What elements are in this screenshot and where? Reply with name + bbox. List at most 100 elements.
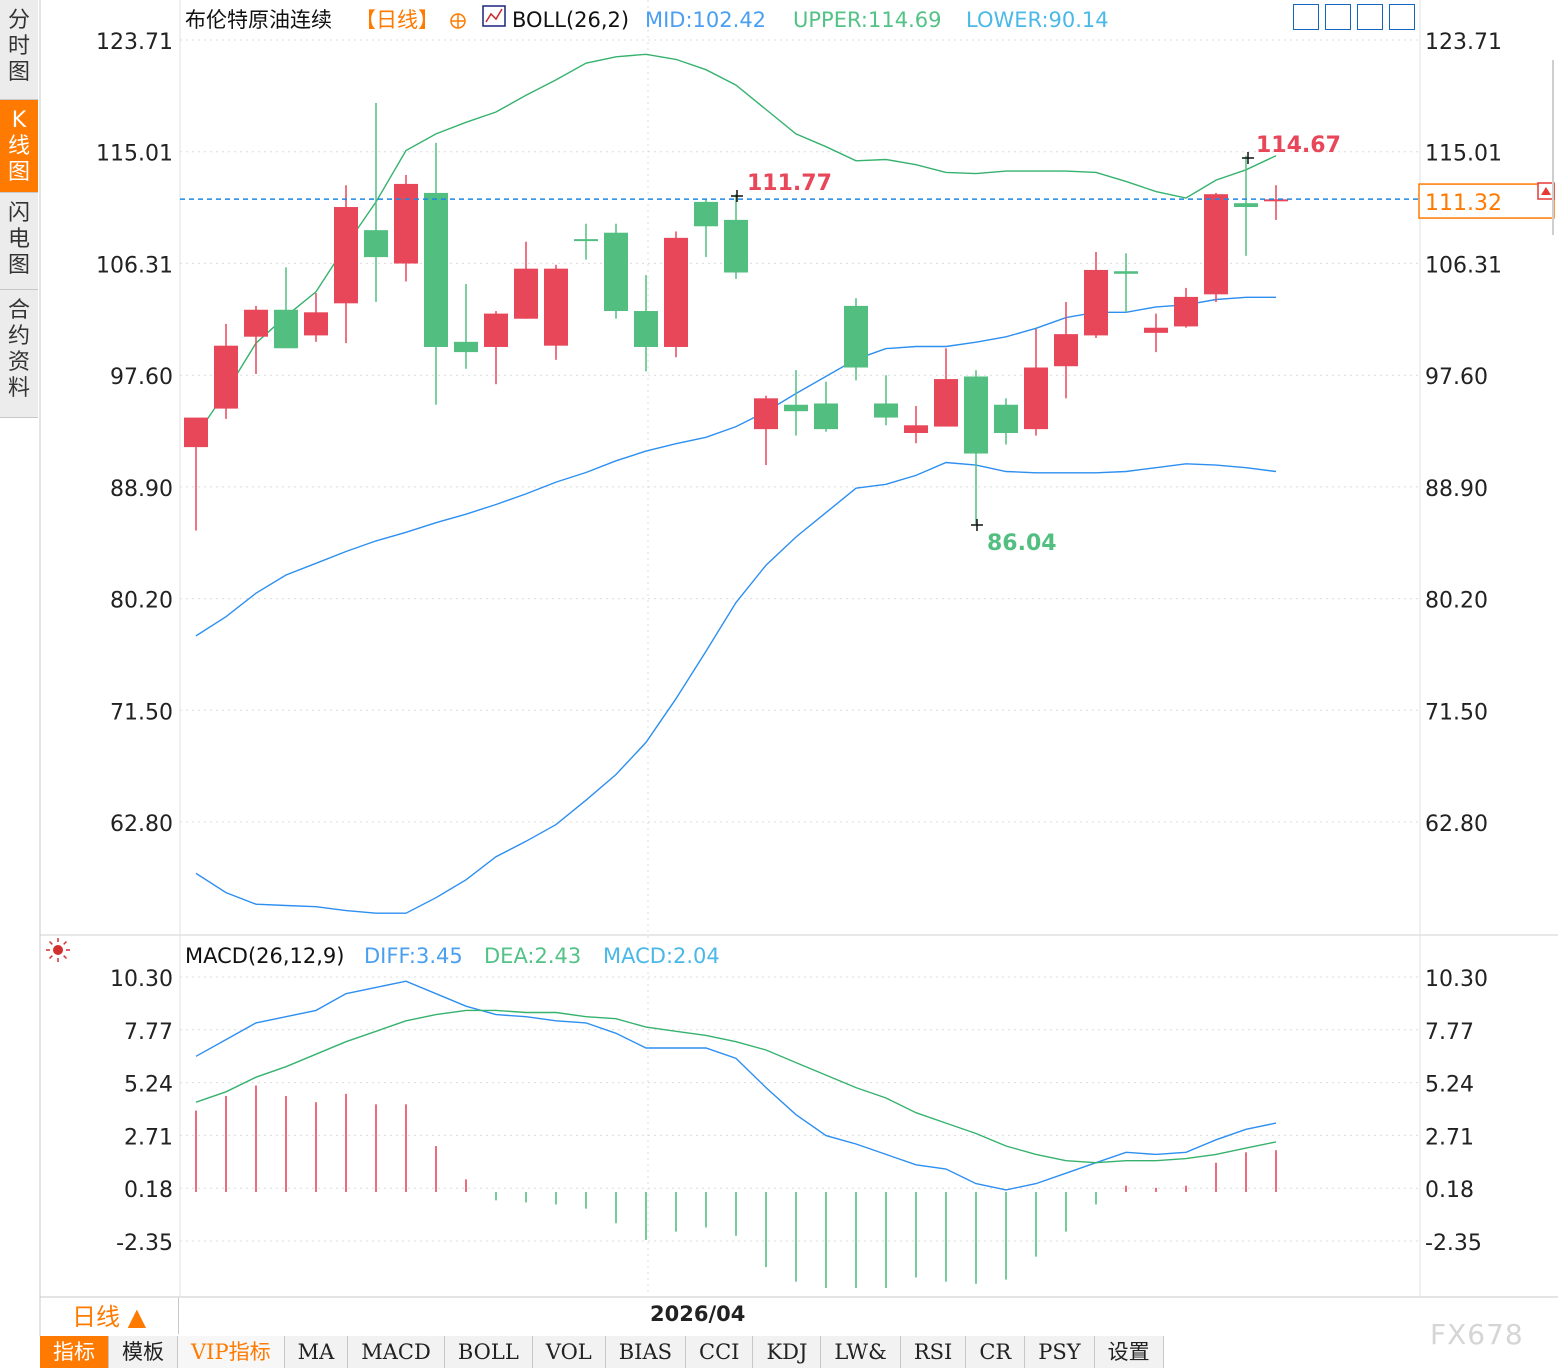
- y-tick-label-right: 123.71: [1425, 30, 1502, 55]
- x-axis-date-label: 2026/04: [650, 1302, 745, 1326]
- macd-diff-line: [195, 980, 1277, 1191]
- boll-mid-line: [195, 296, 1276, 637]
- y-tick-label-left: -2.35: [116, 1231, 173, 1256]
- indicator-tab-10[interactable]: KDJ: [753, 1336, 822, 1368]
- settings-sun-ray: [63, 940, 68, 945]
- macd-dea-value: DEA:2.43: [484, 944, 581, 968]
- y-tick-label-right: 80.20: [1425, 589, 1488, 614]
- candle-body: [244, 309, 268, 337]
- y-tick-label-left: 2.71: [124, 1125, 173, 1150]
- side-tab-char: 闪: [7, 201, 30, 226]
- candle-body: [1174, 296, 1198, 327]
- symbol-title: 布伦特原油连续: [185, 8, 332, 32]
- candle-body: [604, 232, 628, 312]
- settings-sun-ray: [48, 955, 53, 960]
- indicator-tab-13[interactable]: CR: [966, 1336, 1026, 1368]
- indicator-tab-5[interactable]: MACD: [348, 1336, 445, 1368]
- candle-body: [754, 398, 778, 430]
- candle-body: [904, 425, 928, 433]
- macd-diff-value: DIFF:3.45: [364, 944, 463, 968]
- indicator-tab-3[interactable]: VIP指标: [178, 1336, 285, 1368]
- side-tab-char: 约: [7, 324, 30, 349]
- indicator-tab-8[interactable]: BIAS: [605, 1336, 687, 1368]
- candle-body: [1234, 203, 1258, 208]
- indicator-tab-15[interactable]: 设置: [1094, 1336, 1164, 1368]
- candle-body: [214, 345, 238, 409]
- high-annotation: 111.77: [747, 171, 832, 196]
- candle-body: [1114, 271, 1138, 274]
- side-tab-char: 时: [7, 34, 30, 59]
- y-tick-label-right: 97.60: [1425, 365, 1488, 390]
- indicator-tab-11[interactable]: LW&: [821, 1336, 901, 1368]
- side-tab-char: 电: [7, 227, 30, 252]
- macd-dea-line: [195, 1009, 1277, 1164]
- indicator-tab-9[interactable]: CCI: [686, 1336, 754, 1368]
- candle-body: [664, 237, 688, 347]
- y-tick-label-right: 10.30: [1425, 967, 1488, 992]
- y-tick-label-left: 88.90: [110, 477, 173, 502]
- candle-body: [814, 403, 838, 430]
- side-tab-4[interactable]: 合约资料: [0, 290, 38, 418]
- y-tick-label-left: 71.50: [110, 700, 173, 725]
- y-tick-label-left: 7.77: [124, 1020, 173, 1045]
- side-tab-char: 图: [7, 253, 30, 278]
- y-tick-label-left: 123.71: [96, 30, 173, 55]
- candle-body: [964, 376, 988, 454]
- settings-sun-ray: [48, 940, 53, 945]
- y-tick-label-right: 88.90: [1425, 477, 1488, 502]
- side-tab-char: 图: [7, 160, 30, 185]
- move-left-icon[interactable]: [1357, 4, 1383, 30]
- side-tab-1[interactable]: 分时图: [0, 0, 38, 100]
- macd-label: MACD(26,12,9): [185, 944, 345, 968]
- zoom-out-icon[interactable]: [1325, 4, 1351, 30]
- watermark: FX678: [1430, 1318, 1524, 1351]
- indicator-tab-14[interactable]: PSY: [1025, 1336, 1095, 1368]
- candle-body: [874, 403, 898, 418]
- y-tick-label-left: 97.60: [110, 365, 173, 390]
- indicator-tab-7[interactable]: VOL: [532, 1336, 606, 1368]
- indicator-tab-6[interactable]: BOLL: [444, 1336, 533, 1368]
- candle-body: [1054, 334, 1078, 367]
- zoom-in-icon[interactable]: [1293, 4, 1319, 30]
- y-tick-label-left: 10.30: [110, 967, 173, 992]
- y-tick-label-right: 106.31: [1425, 253, 1502, 278]
- side-tab-char: 资: [7, 350, 30, 375]
- candle-body: [544, 268, 568, 346]
- settings-sun-icon: [53, 945, 63, 955]
- side-tab-char: 分: [7, 8, 30, 33]
- indicator-tab-4[interactable]: MA: [284, 1336, 349, 1368]
- y-tick-label-left: 0.18: [124, 1178, 173, 1203]
- candle-body: [304, 312, 328, 336]
- period-select-button[interactable]: 日线 ▲: [40, 1298, 179, 1334]
- scroll-up-arrow: [1541, 187, 1551, 195]
- y-tick-label-right: 7.77: [1425, 1020, 1474, 1045]
- period-tag: 【日线】: [355, 8, 439, 32]
- candle-body: [1204, 194, 1228, 295]
- move-right-icon[interactable]: [1389, 4, 1415, 30]
- candle-body: [514, 268, 538, 319]
- side-tab-3[interactable]: 闪电图: [0, 193, 38, 290]
- candle-body: [1024, 367, 1048, 430]
- boll-label: BOLL(26,2): [512, 8, 629, 32]
- indicator-tab-1[interactable]: 指标: [40, 1336, 109, 1368]
- candle-body: [364, 230, 388, 258]
- indicator-tab-12[interactable]: RSI: [900, 1336, 967, 1368]
- low-annotation: 86.04: [987, 531, 1057, 556]
- y-tick-label-left: 115.01: [96, 142, 173, 167]
- candle-body: [424, 192, 448, 347]
- boll-lower-line: [195, 461, 1277, 914]
- candle-body: [634, 311, 658, 347]
- candle-body: [1084, 269, 1108, 336]
- indicator-tab-2[interactable]: 模板: [109, 1336, 178, 1368]
- boll-mid-value: MID:102.42: [645, 8, 766, 32]
- y-tick-label-right: 5.24: [1425, 1073, 1474, 1098]
- y-tick-label-left: 5.24: [124, 1073, 173, 1098]
- candle-body: [694, 201, 718, 227]
- candle-body: [724, 219, 748, 273]
- macd-macd-value: MACD:2.04: [603, 944, 720, 968]
- side-tab-char: K: [11, 108, 27, 133]
- high-annotation: 114.67: [1256, 133, 1341, 158]
- y-tick-label-right: 0.18: [1425, 1178, 1474, 1203]
- y-tick-label-left: 80.20: [110, 589, 173, 614]
